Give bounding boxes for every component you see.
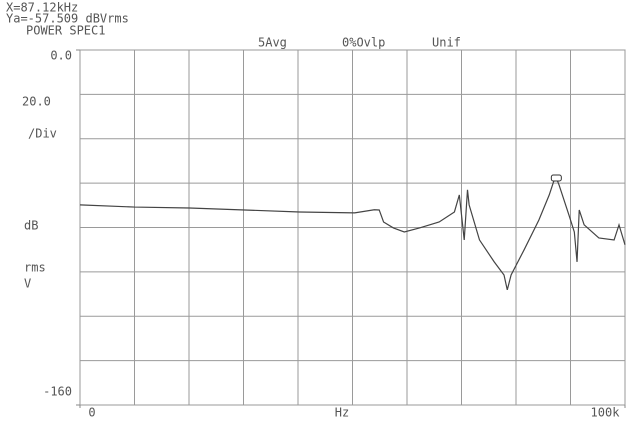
x-tick-label: 0 xyxy=(88,406,95,420)
y-unit: V xyxy=(24,277,31,291)
spectrum-trace xyxy=(79,176,626,290)
overlap: 0%Ovlp xyxy=(342,36,385,50)
y-tick-label: -160 xyxy=(43,385,72,399)
y-unit: rms xyxy=(24,261,46,275)
y-div-unit: /Div xyxy=(28,127,57,141)
marker xyxy=(550,174,562,182)
y-tick-label: 0.0 xyxy=(50,49,72,63)
marker-y: Ya=-57.509 dBVrms xyxy=(6,12,129,26)
measurement: POWER SPEC1 xyxy=(26,24,105,38)
x-axis-label: Hz xyxy=(335,406,349,420)
window: Unif xyxy=(432,36,461,50)
averaging: 5Avg xyxy=(258,36,287,50)
x-tick-label: 100k xyxy=(591,406,621,420)
y-unit: dB xyxy=(24,219,38,233)
marker-x: X=87.12kHz xyxy=(6,1,78,15)
y-div-value: 20.0 xyxy=(22,95,51,109)
